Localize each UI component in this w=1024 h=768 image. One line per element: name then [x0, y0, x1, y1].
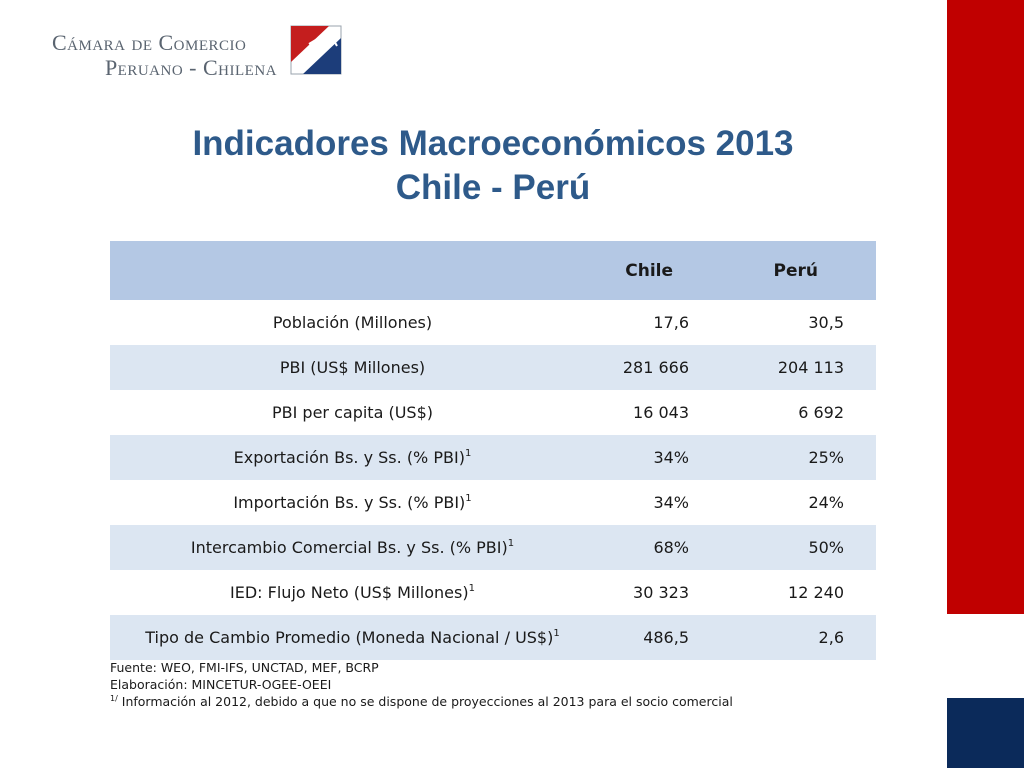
navy-side-bar	[947, 698, 1024, 768]
source-note: Fuente: WEO, FMI-IFS, UNCTAD, MEF, BCRP	[110, 660, 379, 675]
peru-value: 25%	[725, 435, 876, 480]
row-label-cell: Intercambio Comercial Bs. y Ss. (% PBI)1	[110, 525, 595, 570]
organization-logo-text: Cámara de Comercio Peruano - Chilena	[52, 30, 277, 80]
footnote-mark: 1/	[110, 694, 118, 703]
peru-value: 50%	[725, 525, 876, 570]
red-side-bar	[947, 0, 1024, 614]
table-row: Intercambio Comercial Bs. y Ss. (% PBI)1…	[110, 525, 876, 570]
peru-value: 30,5	[725, 300, 876, 345]
row-label-cell: Tipo de Cambio Promedio (Moneda Nacional…	[110, 615, 595, 660]
footnote: 1/ Información al 2012, debido a que no …	[110, 693, 910, 710]
row-label-cell: IED: Flujo Neto (US$ Millones)1	[110, 570, 595, 615]
chile-value: 34%	[595, 435, 725, 480]
chile-value: 30 323	[595, 570, 725, 615]
footnote-ref: 1	[507, 538, 515, 549]
row-label-cell: Población (Millones)	[110, 300, 595, 345]
peru-value: 204 113	[725, 345, 876, 390]
table-row: PBI per capita (US$) 16 043 6 692	[110, 390, 876, 435]
header-peru: Perú	[725, 241, 876, 300]
row-label-cell: PBI (US$ Millones)	[110, 345, 595, 390]
row-label: Tipo de Cambio Promedio (Moneda Nacional…	[145, 628, 554, 647]
chile-value: 34%	[595, 480, 725, 525]
row-label: Importación Bs. y Ss. (% PBI)	[233, 493, 466, 512]
org-name-line2: Peruano - Chilena	[104, 55, 277, 80]
title-line1: Indicadores Macroeconómicos 2013	[192, 124, 794, 163]
chile-value: 16 043	[595, 390, 725, 435]
row-label: PBI per capita (US$)	[272, 403, 433, 422]
row-label: Población (Millones)	[272, 313, 433, 332]
row-label: IED: Flujo Neto (US$ Millones)	[230, 583, 469, 602]
chile-value: 17,6	[595, 300, 725, 345]
macro-indicators-table: Chile Perú Población (Millones) 17,6 30,5 P…	[110, 241, 876, 660]
header-chile: Chile	[595, 241, 725, 300]
chamber-logo-icon	[290, 25, 342, 75]
table-row: PBI (US$ Millones) 281 666 204 113	[110, 345, 876, 390]
header-indicator	[110, 241, 595, 300]
row-label: Exportación Bs. y Ss. (% PBI)	[233, 448, 465, 467]
footnote-ref: 1	[464, 448, 472, 459]
peru-value: 6 692	[725, 390, 876, 435]
table-notes: Fuente: WEO, FMI-IFS, UNCTAD, MEF, BCRP …	[110, 659, 910, 710]
row-label: PBI (US$ Millones)	[279, 358, 426, 377]
slide-title: Indicadores Macroeconómicos 2013 Chile -…	[110, 122, 876, 210]
row-label-cell: PBI per capita (US$)	[110, 390, 595, 435]
peru-value: 24%	[725, 480, 876, 525]
footnote-text: Información al 2012, debido a que no se …	[117, 694, 733, 709]
chile-value: 486,5	[595, 615, 725, 660]
chile-value: 68%	[595, 525, 725, 570]
footnote-ref: 1	[468, 583, 475, 594]
table-row: Tipo de Cambio Promedio (Moneda Nacional…	[110, 615, 876, 660]
row-label-cell: Exportación Bs. y Ss. (% PBI)1	[110, 435, 595, 480]
row-label: Intercambio Comercial Bs. y Ss. (% PBI)	[190, 538, 508, 557]
peru-value: 12 240	[725, 570, 876, 615]
row-label-cell: Importación Bs. y Ss. (% PBI)1	[110, 480, 595, 525]
table-header-row: Chile Perú	[110, 241, 876, 300]
table-row: Población (Millones) 17,6 30,5	[110, 300, 876, 345]
prepared-by-note: Elaboración: MINCETUR-OGEE-OEEI	[110, 677, 332, 692]
title-line2: Chile - Perú	[395, 168, 591, 207]
chile-value: 281 666	[595, 345, 725, 390]
peru-value: 2,6	[725, 615, 876, 660]
table-row: Exportación Bs. y Ss. (% PBI)1 34% 25%	[110, 435, 876, 480]
org-name-line1: Cámara de Comercio	[52, 30, 247, 55]
footnote-ref: 1	[553, 628, 560, 639]
table-row: Importación Bs. y Ss. (% PBI)1 34% 24%	[110, 480, 876, 525]
table-row: IED: Flujo Neto (US$ Millones)1 30 323 12 …	[110, 570, 876, 615]
footnote-ref: 1	[465, 493, 472, 504]
